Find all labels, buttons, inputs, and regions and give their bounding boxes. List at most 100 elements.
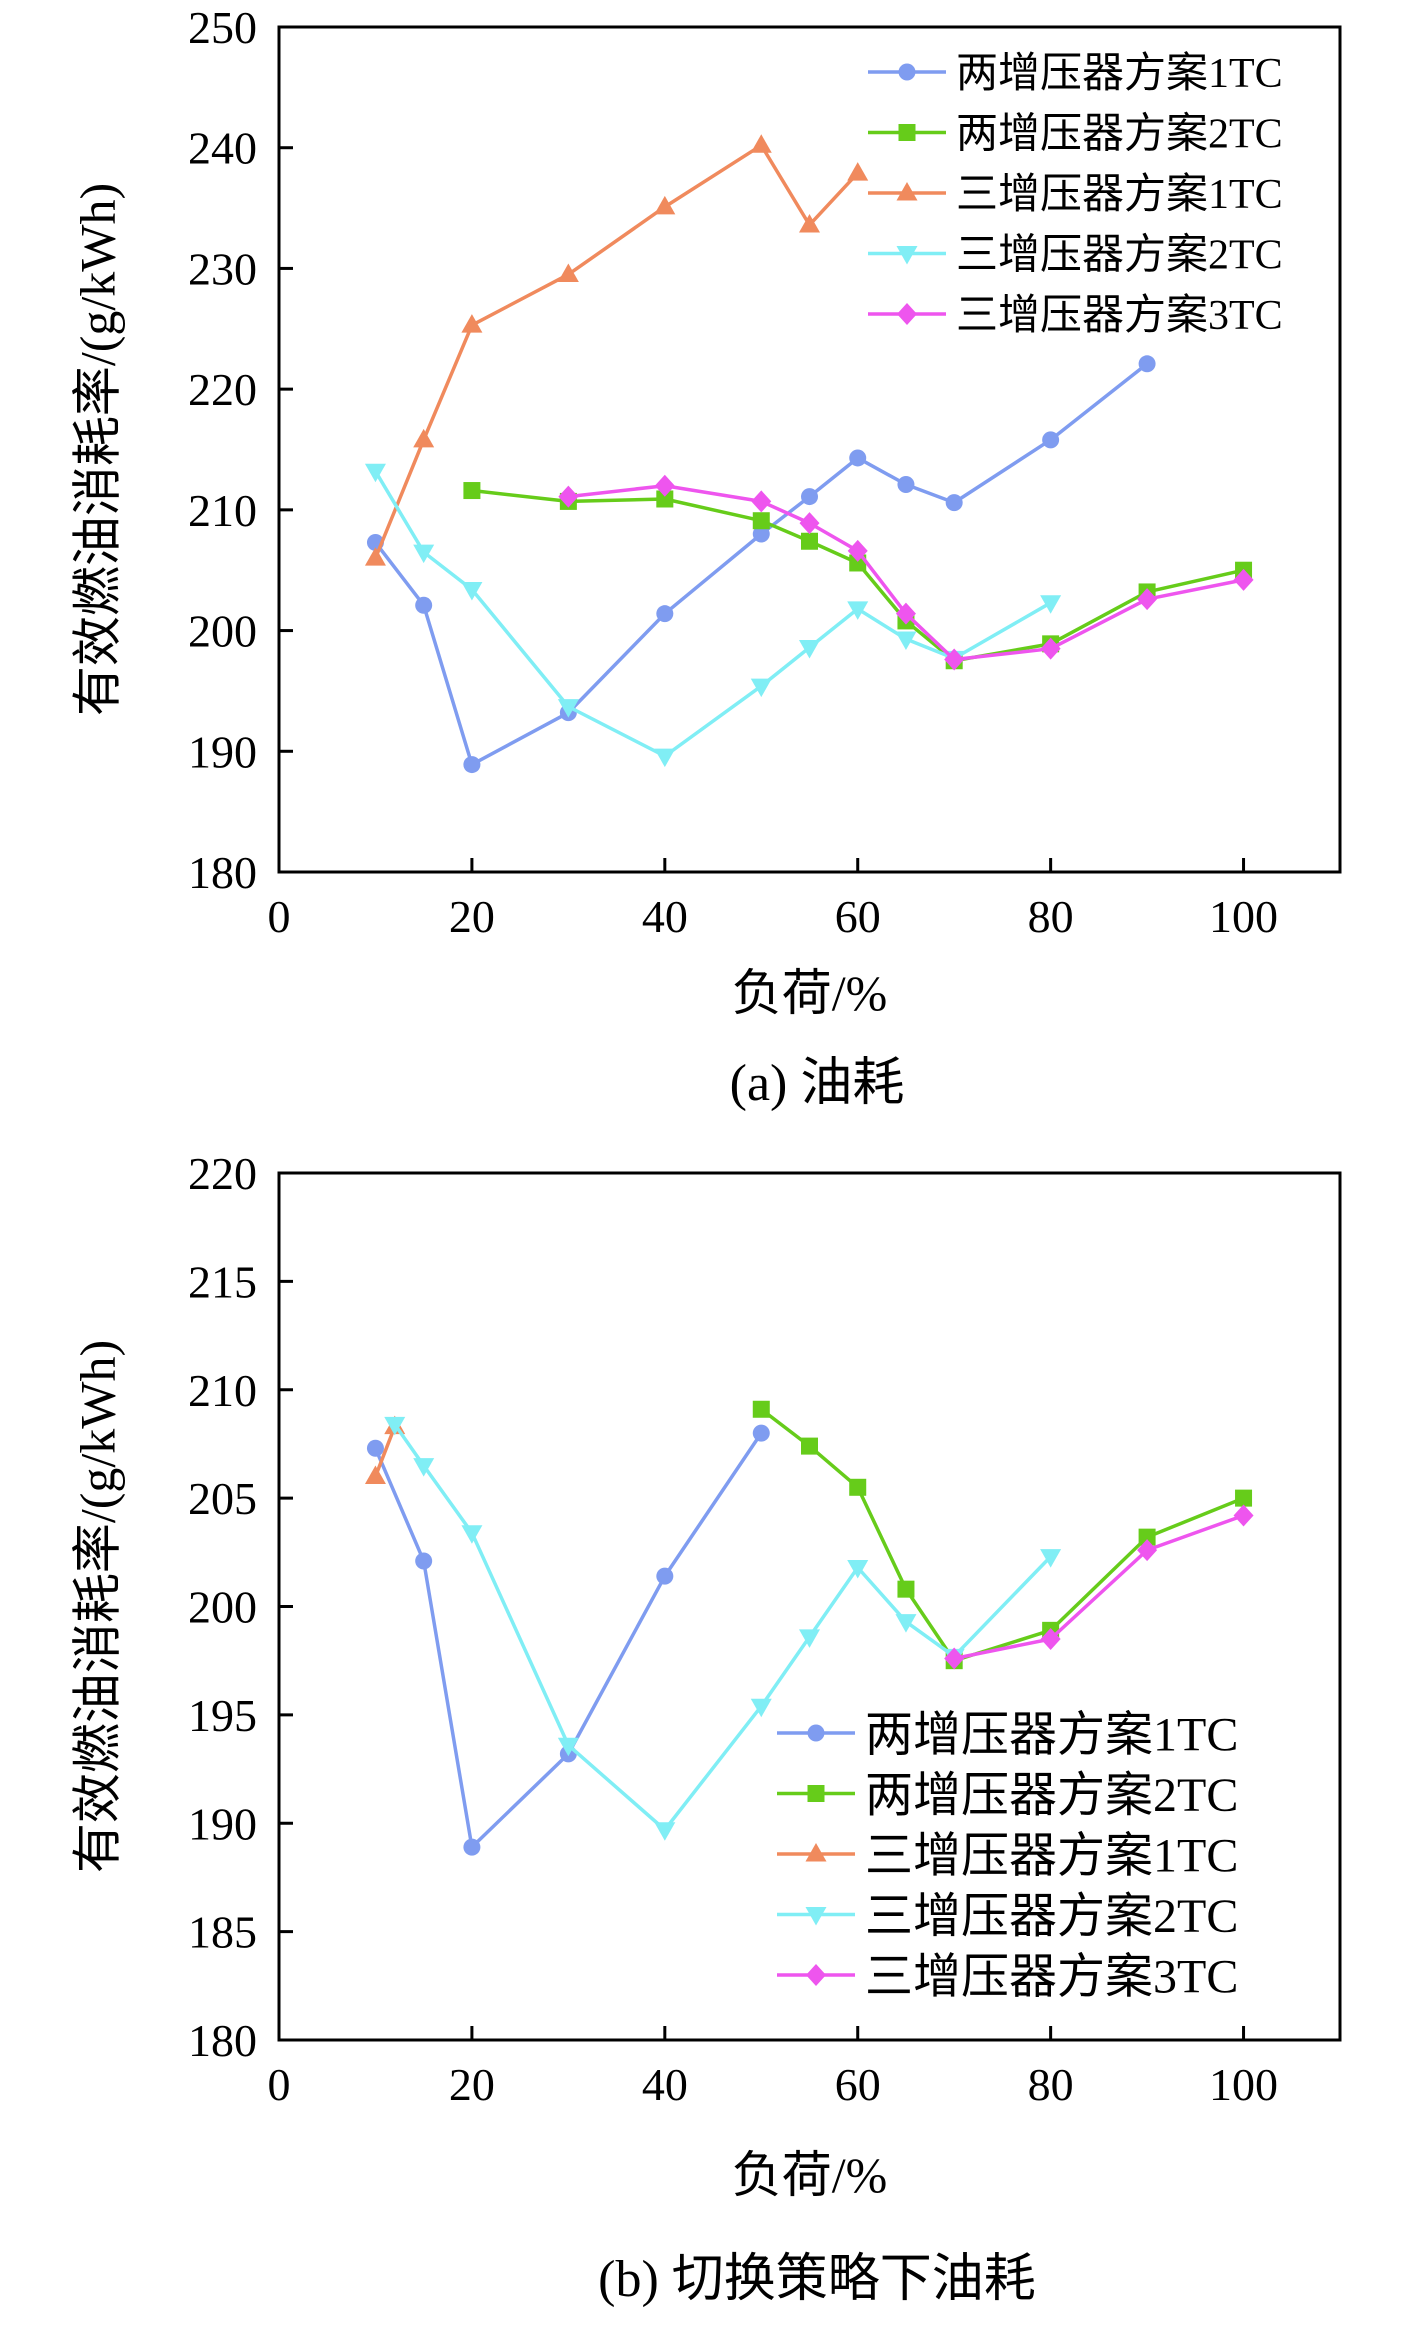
data-point <box>1040 637 1061 660</box>
y-tick-label: 190 <box>188 726 257 777</box>
plot-frame <box>277 25 1342 874</box>
data-point <box>461 314 483 333</box>
data-point <box>415 596 433 614</box>
series-line <box>373 1425 397 1478</box>
y-tick-label: 180 <box>188 2015 257 2066</box>
x-tick-label: 80 <box>1028 891 1074 942</box>
legend-item: 三增压器方案2TC <box>868 232 1283 279</box>
legend-label: 三增压器方案1TC <box>865 1829 1238 1882</box>
data-point <box>654 195 676 215</box>
data-point <box>1137 1539 1158 1562</box>
legend-item: 三增压器方案3TC <box>868 292 1283 339</box>
data-point <box>847 601 869 620</box>
data-point <box>384 1416 406 1436</box>
y-axis-label: 有效燃油消耗率/(g/kWh) <box>69 1340 125 1873</box>
y-tick-label: 210 <box>188 485 257 536</box>
legend-marker <box>805 1843 827 1862</box>
data-point <box>656 605 674 623</box>
data-point <box>752 1400 770 1418</box>
y-tick-label: 220 <box>188 1148 257 1199</box>
data-point <box>364 463 386 483</box>
series-4 <box>364 463 1062 768</box>
data-point <box>1233 568 1254 591</box>
legend-marker <box>896 182 918 201</box>
legend-item: 三增压器方案1TC <box>868 171 1283 218</box>
chart-caption: (a) 油耗 <box>730 1055 905 1112</box>
legend-marker <box>898 124 916 141</box>
data-point <box>557 699 579 718</box>
data-point <box>1138 355 1156 373</box>
series-line <box>373 470 1052 758</box>
data-point <box>656 1567 674 1585</box>
y-tick-label: 195 <box>188 1690 257 1741</box>
legend-marker <box>897 303 917 325</box>
x-tick-label: 60 <box>835 2059 881 2110</box>
y-axis-label: 有效燃油消耗率/(g/kWh) <box>69 183 125 716</box>
x-tick-label: 100 <box>1209 891 1278 942</box>
series-2 <box>752 1400 1253 1670</box>
data-point <box>656 490 674 508</box>
data-point <box>461 582 483 601</box>
data-point <box>463 756 481 774</box>
chart-a: 0 20 40 60 80 100 180 190 200 210 220 230 240 250 负荷/%… <box>69 2 1342 1112</box>
data-point <box>799 639 820 659</box>
x-tick-label: 100 <box>1209 2059 1278 2110</box>
data-point <box>558 485 579 508</box>
legend-label: 三增压器方案2TC <box>865 1890 1238 1943</box>
data-point <box>895 602 916 625</box>
series-5 <box>944 1504 1254 1670</box>
data-point <box>413 544 435 564</box>
series-5 <box>558 474 1254 671</box>
data-point <box>895 1614 917 1633</box>
data-point <box>897 476 915 494</box>
y-tick-label: 230 <box>188 243 257 294</box>
x-tick-label: 0 <box>268 891 291 942</box>
y-tick-label: 210 <box>188 1365 257 1416</box>
data-point <box>750 1698 772 1718</box>
data-point <box>752 525 770 543</box>
data-point <box>1233 1504 1254 1527</box>
data-point <box>1137 588 1158 611</box>
x-tick-label: 40 <box>642 2059 688 2110</box>
data-point <box>799 1629 820 1648</box>
x-tick-label: 60 <box>835 891 881 942</box>
legend-marker <box>805 1907 827 1926</box>
legend-label: 两增压器方案2TC <box>956 111 1283 158</box>
series-1 <box>366 1424 770 1856</box>
legend-label: 三增压器方案3TC <box>865 1950 1238 2003</box>
data-point <box>463 1838 481 1856</box>
data-point <box>799 213 820 233</box>
legend-item: 两增压器方案2TC <box>777 1769 1238 1822</box>
data-point <box>654 1822 676 1841</box>
legend-marker <box>896 246 918 265</box>
legend: 两增压器方案1TC 两增压器方案2TC 三增压器方案1TC 三增压器方案2TC 三增压器… <box>777 1708 1238 2003</box>
series-1 <box>366 355 1156 774</box>
data-point <box>364 547 386 566</box>
legend-marker <box>898 63 916 81</box>
data-point <box>801 1437 818 1455</box>
x-axis-label: 负荷/% <box>732 965 888 1021</box>
data-point <box>1235 1489 1253 1507</box>
legend-item: 两增压器方案2TC <box>868 111 1283 158</box>
series-3 <box>364 134 869 566</box>
data-point <box>654 748 676 768</box>
legend-marker <box>807 1785 825 1802</box>
data-point <box>801 532 818 550</box>
data-point <box>752 1424 770 1442</box>
y-tick-label: 220 <box>188 364 257 415</box>
data-point <box>849 449 867 467</box>
data-point <box>413 428 435 448</box>
series-line <box>568 483 1244 662</box>
data-point <box>557 1737 579 1757</box>
y-tick-label: 205 <box>188 1473 257 1524</box>
data-point <box>847 1559 869 1579</box>
data-point <box>461 1525 483 1544</box>
legend-label: 两增压器方案1TC <box>956 50 1283 97</box>
chart-caption: (b) 切换策略下油耗 <box>598 2251 1036 2308</box>
data-point <box>897 1580 915 1598</box>
data-point <box>557 263 579 282</box>
legend-marker <box>806 1964 826 1986</box>
x-tick-label: 0 <box>268 2059 291 2110</box>
